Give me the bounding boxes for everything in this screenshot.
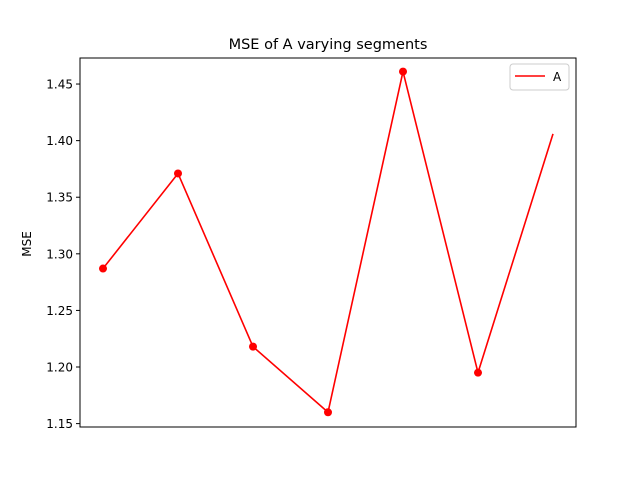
y-tick-label: 1.20 [46, 361, 73, 375]
y-axis-ticks: 1.15 1.20 1.25 1.30 1.35 1.40 1.45 [46, 78, 80, 431]
legend-label-A: A [553, 70, 562, 84]
chart-title: MSE of A varying segments [229, 37, 428, 53]
data-point [474, 368, 482, 377]
y-tick-label: 1.15 [46, 417, 73, 431]
y-tick-label: 1.25 [46, 304, 73, 318]
y-tick-label: 1.40 [46, 134, 73, 148]
y-tick-label: 1.45 [46, 78, 73, 92]
data-point [249, 342, 257, 351]
data-point [399, 67, 407, 76]
y-axis-label: MSE [20, 231, 34, 257]
y-tick-label: 1.30 [46, 247, 73, 261]
data-point [99, 264, 107, 273]
plot-frame [79, 57, 577, 428]
legend: A [509, 63, 570, 91]
data-point [324, 408, 332, 417]
legend-box [509, 63, 570, 91]
data-point [174, 169, 182, 178]
series-layer [99, 67, 554, 417]
y-tick-label: 1.35 [46, 191, 73, 205]
